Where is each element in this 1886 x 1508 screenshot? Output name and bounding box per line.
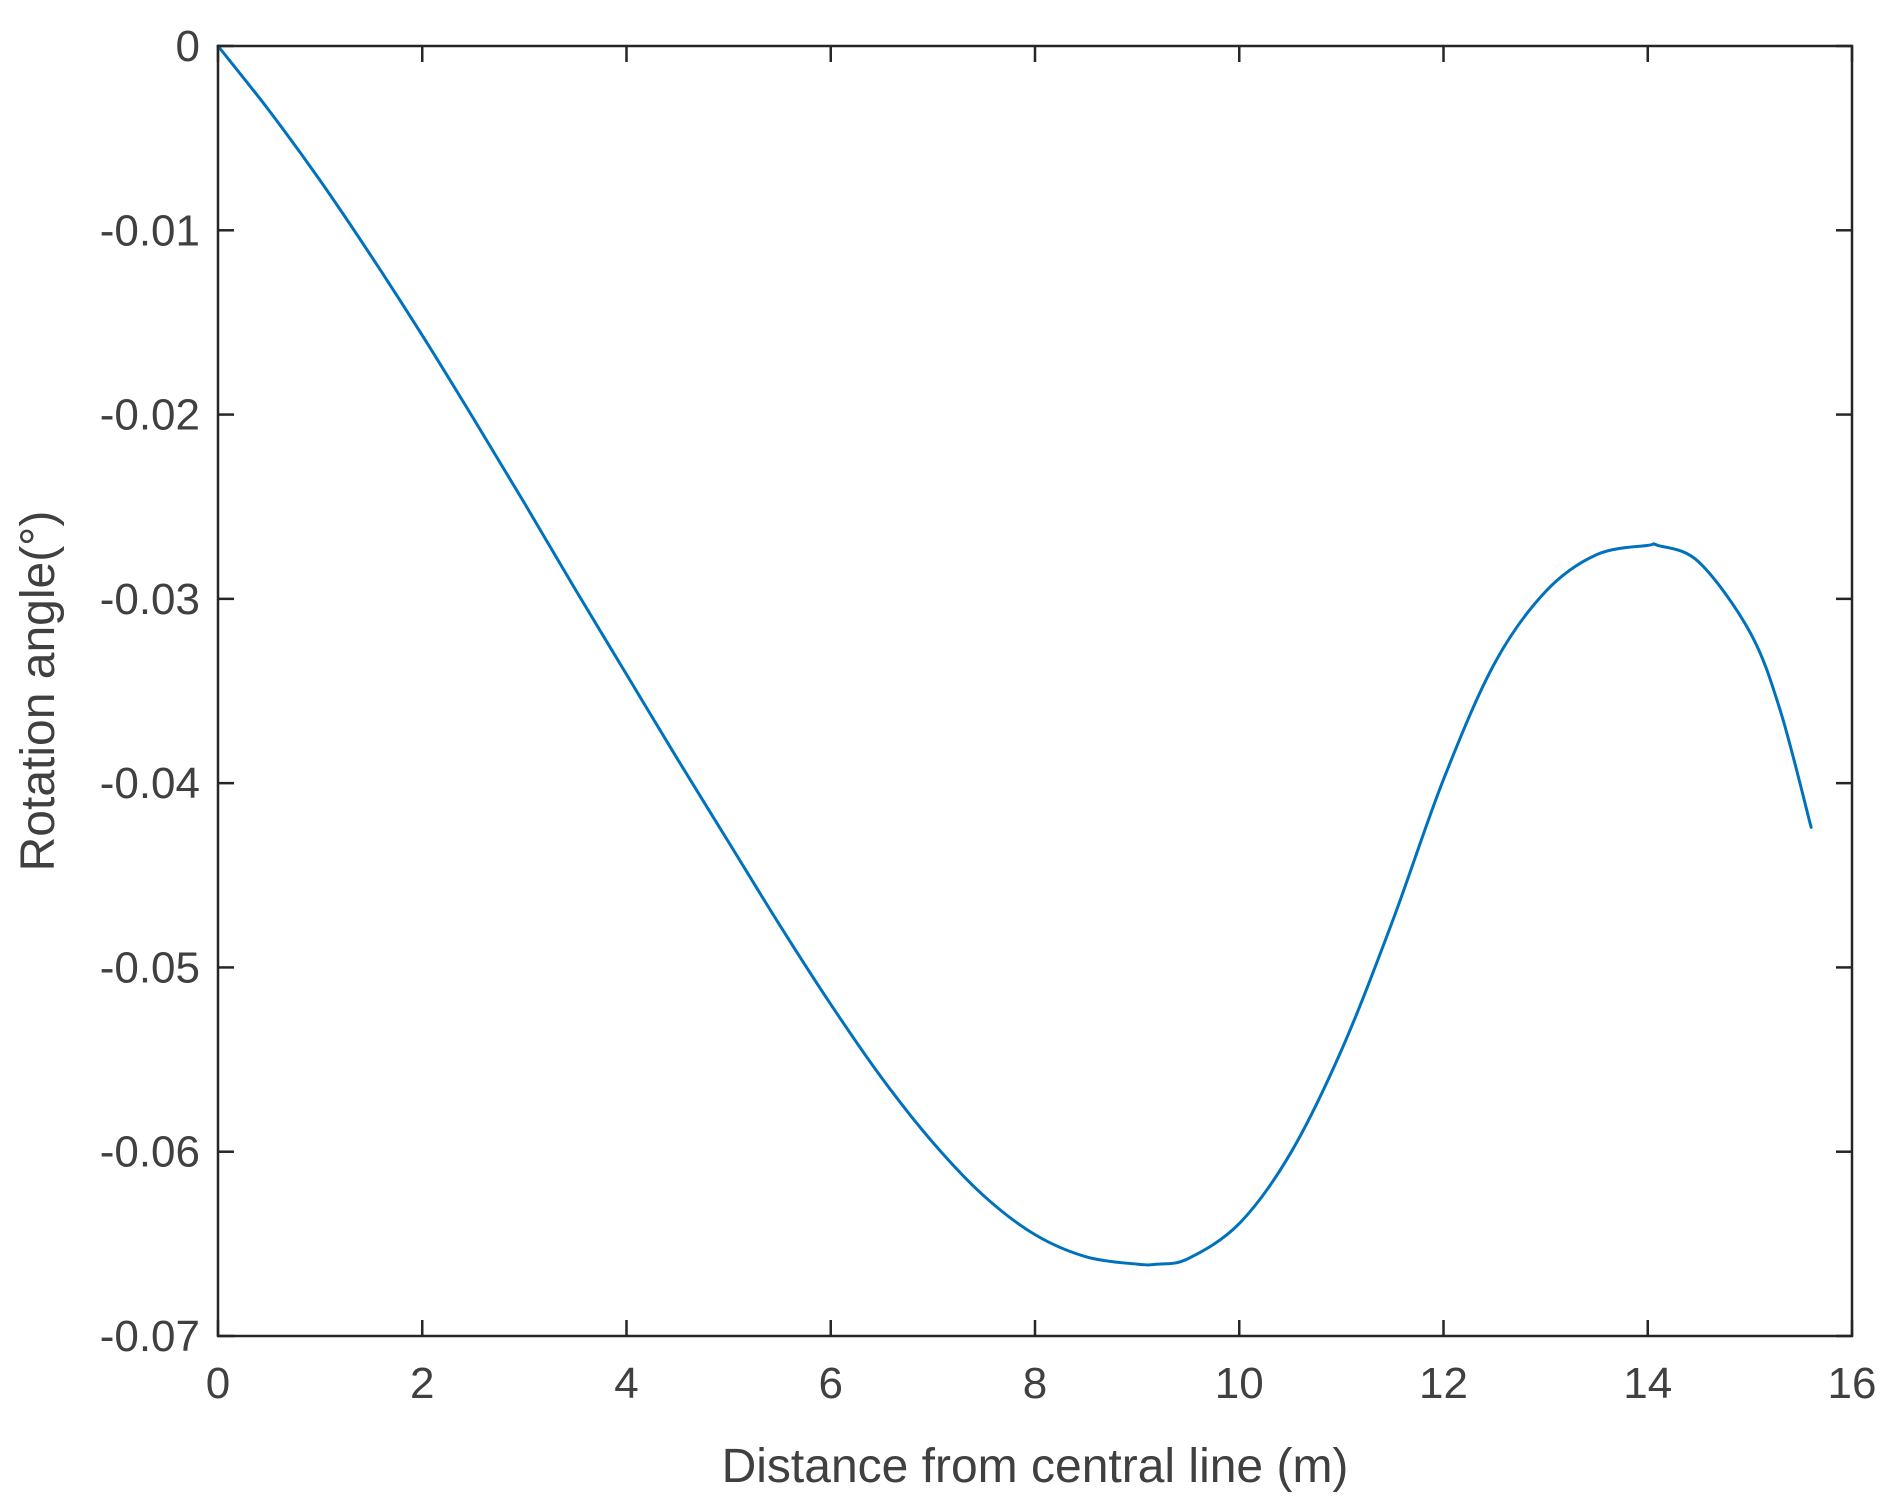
y-tick-label: -0.01: [100, 206, 200, 255]
y-tick-label: -0.04: [100, 759, 200, 808]
y-axis-title: Rotation angle(°): [12, 511, 65, 872]
series-layer: [216, 44, 1813, 1267]
y-tick-label: -0.07: [100, 1312, 200, 1361]
x-tick-label: 10: [1215, 1359, 1264, 1408]
x-tick-label: 16: [1828, 1359, 1877, 1408]
y-tick-label: -0.03: [100, 575, 200, 624]
y-axis-ticks: 0 -0.01 -0.02 -0.03 -0.04 -0.05 -0.06 -0.07: [100, 22, 1852, 1361]
series-line-0: [216, 44, 1813, 1267]
plot-background: [218, 46, 1852, 1336]
x-axis-ticks: 0 2 4 6 8 10 12 14 16: [206, 46, 1877, 1408]
x-tick-label: 14: [1623, 1359, 1672, 1408]
plot-frame: [216, 44, 1854, 1338]
x-tick-label: 12: [1419, 1359, 1468, 1408]
y-tick-label: -0.02: [100, 391, 200, 440]
y-tick-label: -0.05: [100, 943, 200, 992]
y-tick-label: 0: [176, 22, 200, 71]
x-tick-label: 6: [819, 1359, 843, 1408]
x-tick-label: 2: [410, 1359, 434, 1408]
x-tick-label: 8: [1023, 1359, 1047, 1408]
y-tick-label: -0.06: [100, 1128, 200, 1177]
x-tick-label: 4: [614, 1359, 638, 1408]
x-tick-label: 0: [206, 1359, 230, 1408]
x-axis-title: Distance from central line (m): [722, 1440, 1349, 1493]
